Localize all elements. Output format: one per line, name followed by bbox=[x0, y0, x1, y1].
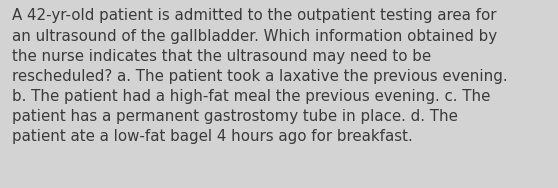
Text: A 42-yr-old patient is admitted to the outpatient testing area for
an ultrasound: A 42-yr-old patient is admitted to the o… bbox=[12, 8, 508, 144]
